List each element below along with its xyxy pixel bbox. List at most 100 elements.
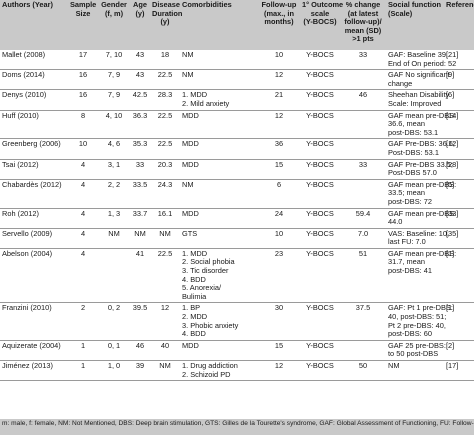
header-text: Size	[75, 8, 91, 18]
reference-cell: [9]	[446, 70, 455, 80]
change-cell: 50	[358, 361, 368, 370]
cell-line: 36.6, mean	[388, 119, 425, 129]
cell-line: GAF mean pre-DBS:	[388, 179, 457, 189]
social-function-cell: GAF mean pre-DBS: 33.5; mean post-DBS: 72	[386, 179, 457, 208]
duration-cell: NM	[159, 228, 171, 238]
sample-size-cell: 4	[80, 159, 86, 169]
cell-line: NM	[182, 179, 194, 189]
author-cell: Mallet (2008)	[2, 50, 46, 59]
cell-line: 31.7, mean	[388, 257, 425, 267]
comorbidities-cell: NM	[180, 179, 258, 208]
cell-line: Scale: Improved	[388, 98, 442, 108]
cell-line: 5. Anorexia/	[182, 283, 222, 293]
change-cell	[340, 139, 386, 159]
scale-cell: Y-BOCS	[306, 228, 334, 238]
reference-cell: [5]	[446, 179, 455, 189]
follow-up-cell: 24	[274, 208, 284, 218]
sample-size-cell: 4	[80, 248, 86, 258]
cell-line: MDD	[182, 159, 199, 169]
cell-line: GAF Pre-DBS 33.5;	[388, 159, 453, 169]
cell-line: Pt 2 pre-DBS: 40,	[388, 320, 446, 330]
author-cell: Huff (2010)	[2, 110, 39, 120]
follow-up-cell: 23	[274, 248, 284, 258]
cell-line: GAF 25 pre-DBS:	[388, 340, 446, 350]
follow-up-cell: 10	[274, 50, 284, 59]
header-text: Authors (Year)	[2, 0, 53, 9]
social-function-cell: NM	[386, 361, 444, 381]
header-text: Sample	[70, 0, 97, 9]
cell-line: GTS	[182, 228, 198, 238]
comorbidities-cell: MDD	[180, 340, 258, 360]
table-row: Roh (2012) 4 1, 3 33.7 16.1 MDD 24 Y-BOCS 59.4 GA…	[0, 208, 474, 229]
cell-line: 2. Social phobia	[182, 257, 235, 267]
scale-cell: Y-BOCS	[306, 110, 334, 120]
duration-cell: 20.3	[157, 159, 173, 169]
cell-line: VAS: Baseline: 10,	[388, 228, 450, 238]
cell-line: 2. Schizoid PD	[182, 369, 231, 379]
header-text: (y)	[135, 8, 145, 18]
change-cell	[340, 110, 386, 139]
duration-cell: NM	[159, 361, 171, 370]
header-social-function: Social function (Scale)	[386, 0, 444, 50]
follow-up-cell: 15	[274, 340, 284, 350]
header-text: Disease	[152, 0, 180, 9]
header-text: follow-up)/	[344, 17, 382, 27]
gender-cell: 0, 1	[107, 340, 121, 350]
age-cell: 41	[135, 248, 145, 258]
header-sample-size: Sample Size	[68, 0, 98, 50]
header-text: Social function	[388, 0, 441, 9]
author-cell: Doms (2014)	[2, 70, 45, 80]
header-row: Authors (Year) Sample Size Gender (f, m) Age(…	[0, 0, 474, 50]
header-text: months)	[264, 17, 294, 27]
cell-line: 1. Drug addiction	[182, 361, 238, 370]
table-row: Franzini (2010) 2 0, 2 39.5 12 1. BP 2. MDD 3. …	[0, 303, 474, 341]
header-text: (Y-BOCS)	[303, 17, 337, 27]
cell-line: 3. Tic disorder	[182, 266, 229, 276]
age-cell: 35.3	[132, 139, 148, 149]
cell-line: Sheehan Disability	[388, 90, 450, 100]
age-cell: NM	[134, 228, 146, 238]
sample-size-cell: 1	[80, 340, 86, 350]
cell-line: 1. MDD	[182, 90, 208, 100]
duration-cell: 16.1	[157, 208, 173, 218]
table-row: Mallet (2008) 17 7, 10 43 18 NM 10 Y-BOCS 33 GAF:…	[0, 50, 474, 70]
author-cell: Chabardès (2012)	[2, 179, 62, 189]
follow-up-cell: 30	[274, 303, 284, 313]
comorbidities-cell: GTS	[180, 228, 258, 248]
header-authors: Authors (Year)	[0, 0, 68, 50]
social-function-cell: GAF mean pre-DBS: 36.6, mean post-DBS: 53.…	[386, 110, 456, 139]
comorbidities-cell: MDD	[180, 110, 258, 139]
age-cell: 43	[135, 50, 145, 59]
age-cell: 42.5	[132, 90, 148, 100]
cell-line: Post-DBS 57.0	[388, 168, 437, 178]
header-text: Duration	[152, 8, 183, 18]
change-cell: 59.4	[355, 208, 371, 218]
cell-line: MDD	[182, 208, 199, 218]
cell-line: GAF: Pt 1 pre-DBS:	[388, 303, 453, 313]
reference-cell: [14]	[446, 110, 459, 120]
header-text: (y)	[160, 17, 170, 27]
cell-line: MDD	[182, 340, 199, 350]
age-cell: 39	[135, 361, 145, 370]
scale-cell: Y-BOCS	[306, 139, 334, 149]
cell-line: 44.0	[388, 217, 403, 227]
reference-cell: [1]	[446, 248, 455, 258]
duration-cell: 22.5	[157, 139, 173, 149]
table-row: Huff (2010) 8 4, 10 36.3 22.5 MDD 12 Y-BOCS GAF …	[0, 110, 474, 139]
header-text: % change	[345, 0, 381, 9]
gender-cell: 1, 0	[107, 361, 121, 370]
author-cell: Jiménez (2013)	[2, 361, 53, 370]
follow-up-cell: 15	[274, 159, 284, 169]
comorbidities-cell: NM	[180, 70, 258, 90]
cell-line: 33.5; mean	[388, 188, 425, 198]
sample-size-cell: 10	[78, 139, 88, 149]
gender-cell: 4, 10	[105, 110, 123, 120]
header-age: Age (y)	[130, 0, 150, 50]
header-text: mean (SD)	[344, 25, 382, 35]
social-function-cell: GAF No significant change	[386, 70, 450, 90]
header-text: 1° Outcome	[302, 0, 344, 9]
table-row: Abelson (2004) 4 41 22.5 1. MDD 2. Social pho…	[0, 248, 474, 303]
gender-cell: 0, 2	[107, 303, 121, 313]
scale-cell: Y-BOCS	[306, 248, 334, 258]
change-cell: 46	[358, 90, 368, 100]
